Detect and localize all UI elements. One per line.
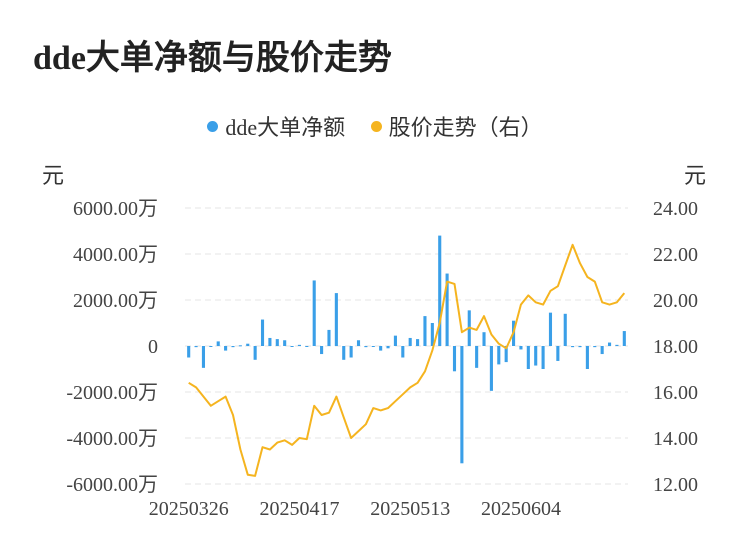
legend-item-dde[interactable]: dde大单净额 (207, 110, 345, 142)
left-tick-label: 0 (148, 336, 158, 358)
right-axis-ticks: 12.00 14.00 16.00 18.00 20.00 22.00 24.00 (653, 198, 698, 496)
dde-bar[interactable] (312, 280, 316, 346)
dde-bar[interactable] (519, 346, 523, 350)
legend-dot-blue-icon (207, 120, 219, 132)
dde-bar[interactable] (401, 346, 405, 358)
dde-bar[interactable] (423, 316, 427, 346)
dde-bar[interactable] (430, 323, 434, 346)
left-tick-label: -2000.00万 (66, 382, 158, 404)
dde-bar[interactable] (356, 340, 361, 346)
dde-bar[interactable] (297, 344, 301, 346)
left-tick-label: 4000.00万 (73, 244, 158, 266)
dde-bar[interactable] (475, 346, 479, 368)
dde-bar[interactable] (393, 335, 397, 346)
dde-bar[interactable] (416, 339, 420, 346)
legend-item-price[interactable]: 股价走势（右） (370, 110, 543, 142)
dde-bar[interactable] (585, 346, 589, 369)
dde-bar[interactable] (593, 346, 597, 348)
right-tick-label: 24.00 (653, 198, 698, 220)
dde-bar[interactable] (364, 346, 368, 348)
right-axis-unit: 元 (684, 163, 707, 188)
dde-bar[interactable] (187, 346, 191, 358)
dde-bar[interactable] (607, 342, 612, 346)
x-axis-ticks: 20250326 20250417 20250513 20250604 (149, 498, 561, 520)
chart-title: dde大单净额与股价走势 (33, 40, 392, 77)
dde-bar[interactable] (260, 319, 265, 346)
bar-series (187, 235, 626, 464)
dde-bar[interactable] (600, 346, 604, 355)
dde-bar[interactable] (497, 346, 501, 365)
dde-bar[interactable] (452, 346, 457, 372)
dde-bar[interactable] (371, 346, 375, 347)
dde-bar[interactable] (615, 344, 619, 346)
dde-bar[interactable] (305, 346, 309, 347)
dde-bar[interactable] (320, 346, 324, 355)
dde-bar[interactable] (438, 235, 442, 346)
dde-bar[interactable] (349, 346, 353, 358)
dde-bar[interactable] (548, 312, 553, 346)
x-tick-label: 20250326 (149, 498, 229, 520)
right-tick-label: 20.00 (653, 290, 698, 312)
legend: dde大单净额 股价走势（右） (0, 110, 750, 142)
dde-bar[interactable] (194, 346, 198, 348)
dde-bar[interactable] (238, 345, 242, 347)
left-tick-label: -4000.00万 (66, 428, 158, 450)
left-axis-unit: 元 (42, 163, 65, 188)
dde-bar[interactable] (460, 346, 464, 464)
dde-bar[interactable] (504, 346, 508, 363)
dde-bar[interactable] (379, 346, 383, 351)
right-tick-label: 16.00 (653, 382, 698, 404)
dde-bar[interactable] (489, 346, 493, 391)
dde-bar[interactable] (290, 346, 294, 347)
left-tick-label: -6000.00万 (66, 474, 158, 496)
dde-bar[interactable] (268, 337, 272, 346)
dde-bar[interactable] (224, 346, 228, 351)
right-tick-label: 18.00 (653, 336, 698, 358)
dde-bar[interactable] (541, 346, 545, 369)
dde-bar[interactable] (231, 346, 235, 348)
dde-bar[interactable] (622, 331, 626, 346)
dde-bar[interactable] (253, 346, 257, 360)
line-series (188, 243, 626, 477)
right-tick-label: 14.00 (653, 428, 698, 450)
legend-label-dde: dde大单净额 (225, 115, 346, 140)
dde-bar[interactable] (534, 346, 538, 366)
x-tick-label: 20250417 (259, 498, 339, 520)
dde-bar[interactable] (578, 346, 582, 348)
dde-bar[interactable] (246, 343, 250, 346)
dde-bar[interactable] (209, 346, 213, 347)
dde-bar[interactable] (556, 346, 560, 361)
dde-bar[interactable] (216, 341, 220, 346)
right-tick-label: 22.00 (653, 244, 698, 266)
price-line[interactable] (188, 243, 626, 477)
dde-bar[interactable] (526, 346, 530, 369)
dde-bar[interactable] (283, 340, 287, 346)
legend-label-price: 股价走势（右） (388, 115, 543, 140)
dde-bar[interactable] (445, 273, 449, 346)
left-tick-label: 2000.00万 (73, 290, 158, 312)
dde-bar[interactable] (334, 293, 338, 346)
dde-bar[interactable] (571, 346, 575, 348)
dde-bar[interactable] (342, 346, 346, 360)
dde-bar[interactable] (563, 313, 567, 346)
x-tick-label: 20250604 (481, 498, 561, 520)
dde-bar[interactable] (386, 346, 390, 349)
dde-bar[interactable] (275, 339, 279, 346)
left-tick-label: 6000.00万 (73, 198, 158, 220)
dde-bar[interactable] (327, 329, 331, 346)
x-tick-label: 20250513 (370, 498, 450, 520)
grid-lines (185, 207, 628, 485)
right-tick-label: 12.00 (653, 474, 698, 496)
dde-bar[interactable] (408, 337, 412, 346)
dde-bar[interactable] (482, 332, 486, 346)
legend-dot-orange-icon (370, 120, 382, 132)
dde-bar[interactable] (201, 346, 206, 368)
left-axis-ticks: -6000.00万 -4000.00万 -2000.00万 0 2000.00万 4000… (66, 198, 158, 496)
